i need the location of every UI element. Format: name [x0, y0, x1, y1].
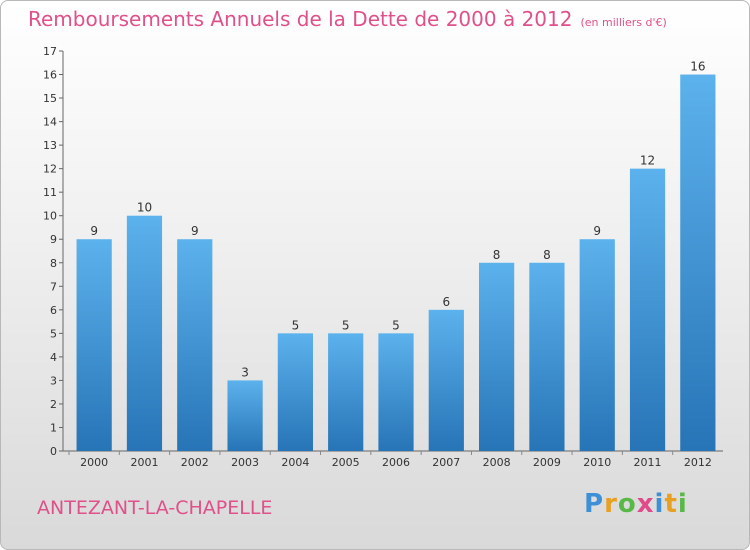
bar-2006 [378, 333, 414, 451]
x-tick-label-2006: 2006 [382, 456, 410, 469]
y-tick-label: 6 [50, 304, 57, 317]
y-tick-label: 16 [43, 69, 57, 82]
bars-group: 9 10 9 3 5 5 5 6 8 8 9 12 16 [76, 60, 716, 451]
y-tick-label: 17 [43, 45, 57, 58]
y-tick-label: 4 [50, 351, 57, 364]
y-tick-label: 2 [50, 398, 57, 411]
bar-2010 [579, 239, 615, 451]
y-tick-label: 9 [50, 233, 57, 246]
commune-name: ANTEZANT-LA-CHAPELLE [37, 497, 273, 519]
bar-2005 [328, 333, 364, 451]
y-tick-label: 14 [43, 116, 57, 129]
data-label-2011: 12 [640, 154, 655, 168]
y-tick-label: 12 [43, 163, 57, 176]
chart-unit-label: (en milliers d'€) [580, 16, 667, 29]
bar-2011 [629, 168, 666, 451]
data-label-2012: 16 [690, 60, 705, 74]
x-tick-label-2004: 2004 [281, 456, 309, 469]
y-tick-label: 15 [43, 92, 57, 105]
y-tick-label: 5 [50, 327, 57, 340]
y-tick-label: 10 [43, 210, 57, 223]
x-tick-label-2012: 2012 [684, 456, 712, 469]
x-tick-label-2000: 2000 [80, 456, 108, 469]
bar-2003 [227, 380, 263, 451]
data-label-2000: 9 [90, 224, 98, 238]
data-label-2007: 6 [442, 295, 450, 309]
data-label-2005: 5 [342, 318, 350, 332]
bar-2004 [277, 333, 313, 451]
x-tick-label-2001: 2001 [130, 456, 158, 469]
y-tick-label: 1 [50, 421, 57, 434]
x-tick-label-2007: 2007 [432, 456, 460, 469]
bar-2007 [428, 309, 464, 451]
data-label-2010: 9 [593, 224, 601, 238]
data-label-2008: 8 [493, 248, 501, 262]
data-label-2004: 5 [292, 318, 300, 332]
logo-letter: P [584, 489, 605, 519]
bar-2001 [126, 215, 163, 451]
y-tick-label: 8 [50, 257, 57, 270]
data-label-2006: 5 [392, 318, 400, 332]
bar-2012 [680, 74, 716, 451]
x-tick-label-2002: 2002 [181, 456, 209, 469]
logo-letter: x [636, 489, 655, 519]
bar-2008 [479, 262, 515, 451]
y-tick-label: 3 [50, 374, 57, 387]
x-tick-label-2008: 2008 [483, 456, 511, 469]
data-label-2009: 8 [543, 248, 551, 262]
logo-letter: r [604, 489, 618, 519]
proxiti-logo: Proxiti [584, 489, 688, 519]
logo-letter: i [677, 489, 688, 519]
y-tick-label: 13 [43, 139, 57, 152]
logo-letter: t [664, 489, 678, 519]
y-tick-label: 0 [50, 445, 57, 458]
x-tick-label-2003: 2003 [231, 456, 259, 469]
y-tick-label: 7 [50, 280, 57, 293]
data-label-2002: 9 [191, 224, 199, 238]
x-tick-label-2005: 2005 [332, 456, 360, 469]
x-tick-label-2011: 2011 [634, 456, 662, 469]
y-tick-label: 11 [43, 186, 57, 199]
x-axis: 2000 2001 2002 2003 2004 2005 2006 2007 2008 2009… [63, 450, 723, 469]
data-label-2001: 10 [137, 201, 152, 215]
chart-title-text: Remboursements Annuels de la Dette de 20… [28, 7, 573, 31]
data-label-2003: 3 [241, 365, 249, 379]
chart-title: Remboursements Annuels de la Dette de 20… [28, 7, 667, 31]
x-tick-label-2010: 2010 [583, 456, 611, 469]
bar-2002 [177, 239, 213, 451]
bar-2000 [76, 239, 112, 451]
x-tick-label-2009: 2009 [533, 456, 561, 469]
logo-letter: i [654, 489, 665, 519]
bar-2009 [529, 262, 565, 451]
logo-letter: o [617, 489, 637, 519]
